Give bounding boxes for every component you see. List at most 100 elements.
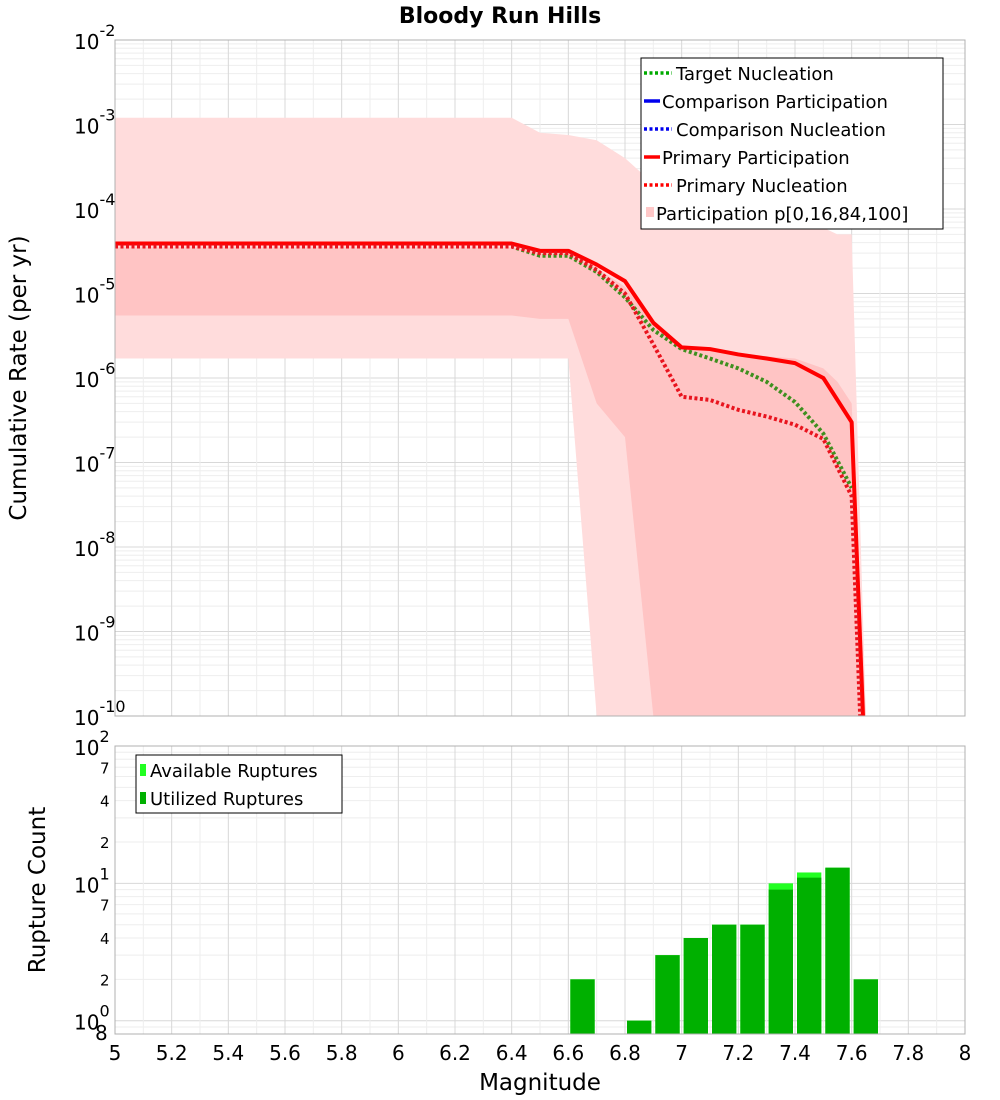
count-y-tick-exponent: 2 [99, 727, 109, 746]
count-y-minor-tick-label: 4 [100, 793, 110, 811]
count-y-minor-tick-label: 2 [100, 834, 110, 852]
rate-bands [115, 117, 866, 716]
rate-y-tick-base: 10 [74, 622, 99, 646]
count-y-minor-tick-label: 7 [100, 897, 110, 915]
x-tick-label: 5.4 [212, 1041, 244, 1065]
count-x-ticks: 5 5.2 5.4 5.6 5.8 6 6.2 6.4 6.6 6.8 7 7.2 7.4 7.6 7.8 8 [109, 1041, 972, 1065]
x-tick-label: 7.2 [722, 1041, 754, 1065]
x-tick-label: 7.6 [836, 1041, 868, 1065]
x-tick-label: 6.4 [496, 1041, 528, 1065]
x-tick-label: 6.8 [609, 1041, 641, 1065]
count-legend: Available Ruptures Utilized Ruptures [135, 754, 343, 814]
rate-legend: Target Nucleation Comparison Participati… [640, 57, 944, 230]
count-y-tick-label: 101 [74, 864, 110, 897]
bar-utilized-ruptures [570, 979, 595, 1034]
rate-y-axis-label: Cumulative Rate (per yr) [6, 235, 32, 520]
rate-y-tick-base: 10 [74, 284, 99, 308]
rate-lines [115, 241, 865, 717]
count-y-minor-tick-label: 4 [100, 930, 110, 948]
x-tick-label: 5.2 [156, 1041, 188, 1065]
rate-y-tick-label: 10-10 [74, 697, 126, 730]
bar-utilized-ruptures [797, 877, 822, 1034]
count-y-tick-label: 100 [74, 1002, 110, 1035]
rate-y-tick-exponent: -4 [99, 190, 115, 209]
rate-y-tick-base: 10 [74, 368, 99, 392]
rate-y-tick-label: 10-7 [74, 444, 115, 477]
legend-swatch-participation-band [646, 207, 654, 217]
rate-y-tick-base: 10 [74, 537, 99, 561]
rate-y-ticks: 10-210-310-410-510-610-710-810-910-10 [74, 21, 126, 730]
x-tick-label: 5.6 [269, 1041, 301, 1065]
legend-label-comparison-participation: Comparison Participation [662, 92, 888, 113]
x-tick-label: 7.8 [892, 1041, 924, 1065]
count-y-minor-tick-label: 8 [95, 1021, 108, 1045]
bar-utilized-ruptures [655, 955, 680, 1034]
bar-utilized-ruptures [683, 938, 708, 1034]
x-tick-label: 7 [675, 1041, 688, 1065]
count-y-tick-exponent: 0 [99, 1002, 109, 1021]
rate-y-tick-base: 10 [74, 706, 99, 730]
x-tick-label: 6.2 [439, 1041, 471, 1065]
rate-y-tick-label: 10-8 [74, 528, 115, 561]
rate-legend-box [640, 57, 944, 230]
count-y-tick-base: 10 [74, 736, 99, 760]
rate-y-tick-base: 10 [74, 199, 99, 223]
count-legend-box [135, 754, 343, 814]
count-y-tick-base: 10 [74, 873, 99, 897]
rate-y-tick-exponent: -9 [99, 613, 115, 632]
rate-y-tick-exponent: -10 [99, 697, 125, 716]
series-line-primary-nucleation [115, 244, 863, 717]
count-y-minor-tick-label: 7 [100, 759, 110, 777]
legend-label-utilized: Utilized Ruptures [150, 789, 303, 810]
series-line-target-nucleation [115, 244, 854, 489]
legend-label-primary-nucleation: Primary Nucleation [676, 176, 848, 197]
x-tick-label: 6 [392, 1041, 405, 1065]
rate-y-tick-base: 10 [74, 30, 99, 54]
x-tick-label: 8 [959, 1041, 972, 1065]
count-y-axis-label: Rupture Count [25, 807, 51, 973]
legend-swatch-available [140, 764, 146, 776]
chart-title: Bloody Run Hills [399, 4, 601, 29]
rate-y-tick-label: 10-2 [74, 21, 115, 54]
x-tick-label: 5 [109, 1041, 122, 1065]
count-y-tick-label: 102 [74, 727, 110, 760]
x-tick-label: 7.4 [779, 1041, 811, 1065]
bar-utilized-ruptures [853, 979, 878, 1034]
x-tick-label: 5.8 [326, 1041, 358, 1065]
rate-y-tick-label: 10-5 [74, 275, 115, 308]
rate-y-tick-label: 10-6 [74, 359, 115, 392]
rate-plot-frame [114, 39, 966, 717]
rate-band-p16-p84 [115, 247, 866, 716]
rate-y-tick-label: 10-4 [74, 190, 115, 223]
count-y-tick-base: 10 [74, 1011, 99, 1035]
x-axis-label: Magnitude [479, 1070, 601, 1096]
rate-y-tick-exponent: -2 [99, 21, 115, 40]
rate-y-tick-exponent: -3 [99, 106, 115, 125]
rate-y-tick-exponent: -5 [99, 275, 115, 294]
count-y-minor-tick-label: 2 [100, 971, 110, 989]
bar-utilized-ruptures [768, 889, 793, 1034]
legend-label-available: Available Ruptures [150, 761, 318, 782]
legend-label-target-nucleation: Target Nucleation [675, 64, 834, 85]
count-plot-frame [114, 745, 966, 1035]
bar-utilized-ruptures [712, 924, 737, 1034]
x-tick-label: 6.6 [552, 1041, 584, 1065]
bar-utilized-ruptures [825, 867, 850, 1034]
bar-utilized-ruptures [740, 924, 765, 1034]
count-bars [570, 867, 878, 1034]
legend-label-primary-participation: Primary Participation [662, 148, 850, 169]
count-y-tick-exponent: 1 [99, 864, 109, 883]
rate-y-tick-exponent: -7 [99, 444, 115, 463]
rate-y-tick-exponent: -6 [99, 359, 115, 378]
legend-swatch-utilized [140, 792, 146, 804]
rate-y-tick-label: 10-3 [74, 106, 115, 139]
bar-utilized-ruptures [627, 1020, 652, 1034]
legend-label-comparison-nucleation: Comparison Nucleation [676, 120, 886, 141]
series-line-primary-participation [115, 241, 865, 717]
rate-y-tick-exponent: -8 [99, 528, 115, 547]
rate-y-tick-base: 10 [74, 115, 99, 139]
rate-y-tick-label: 10-9 [74, 613, 115, 646]
